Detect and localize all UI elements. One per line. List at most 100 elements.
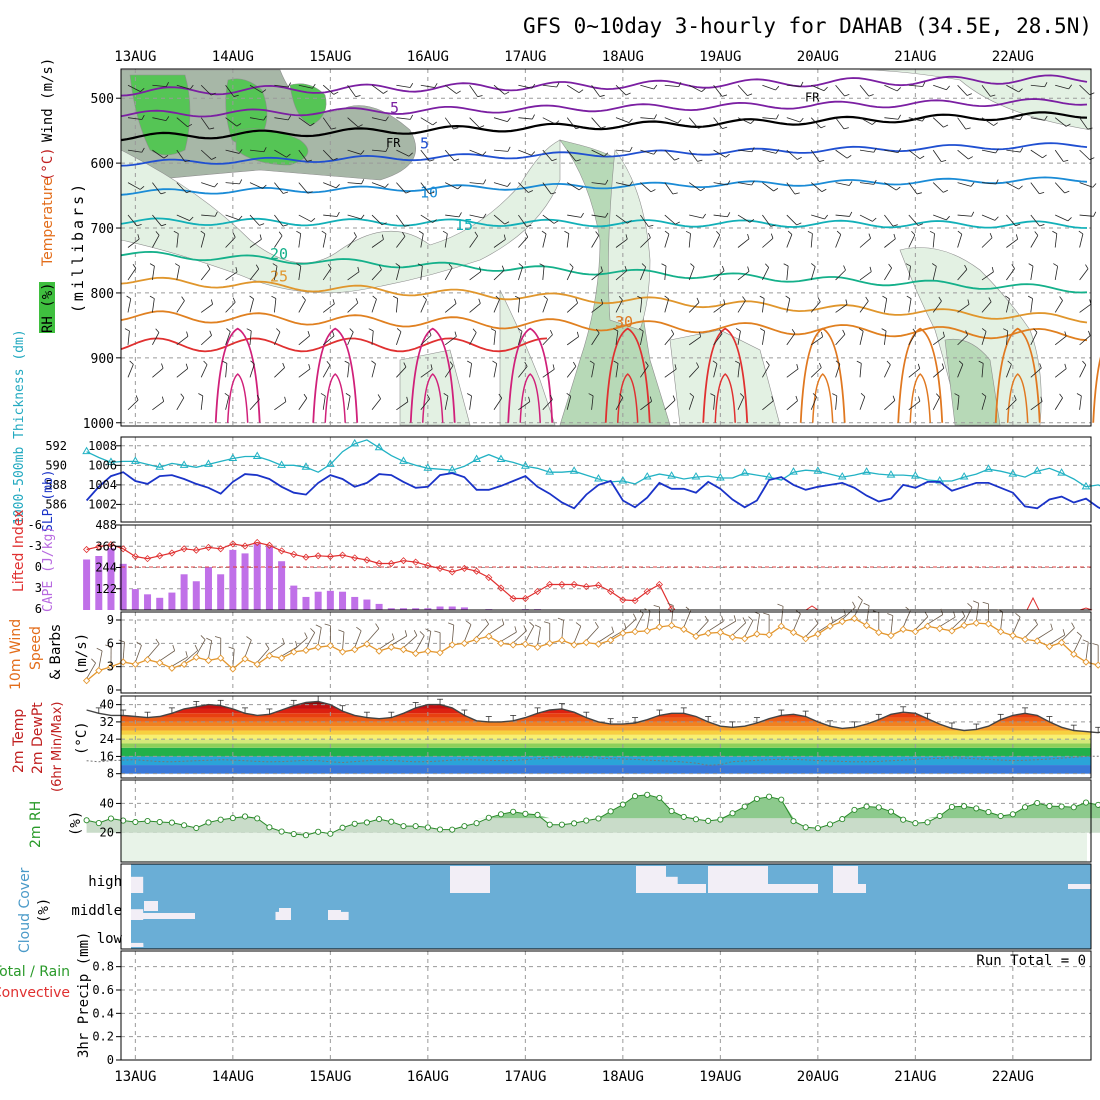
wind-barb [542, 117, 560, 125]
rh2m-marker [705, 817, 712, 824]
isotherm-loop [616, 373, 639, 423]
wind-barb-staff [1006, 364, 1012, 378]
wind-barb-10m [963, 602, 973, 624]
wind-barb-staff [249, 117, 264, 121]
wind-barb-staff [298, 182, 309, 194]
wind-speed-marker [302, 646, 310, 654]
rh2m-marker [851, 806, 858, 813]
wind-barb-flag [349, 328, 354, 333]
wind-barb-staff [762, 267, 770, 281]
wind-barb [274, 82, 292, 88]
wind-barb [906, 295, 912, 313]
wind-barb-staff [884, 182, 897, 191]
wind-barb-staff [371, 330, 374, 345]
wind-barb-flag [422, 295, 427, 300]
wind-barb-staff [884, 149, 899, 154]
wind-barb-flag [857, 596, 863, 601]
wind-barb-flag [664, 295, 669, 300]
wind-barb-staff [249, 84, 263, 93]
rh2m-marker [132, 818, 139, 826]
wind-barb-flag [1015, 223, 1021, 227]
wind-barb [443, 393, 449, 410]
pressure-tick-label: 900 [91, 352, 114, 367]
wind-barb [905, 263, 911, 281]
wind-barb-staff [1079, 117, 1088, 130]
rh2m-marker [839, 816, 846, 823]
rh2m-lower-band [121, 832, 1087, 862]
wind-barb-flag [845, 299, 848, 305]
cloud-clear-cell [131, 876, 144, 893]
wind-barb-flag [479, 125, 485, 128]
wind-barb-flag [842, 329, 846, 335]
wind-barb-staff [951, 616, 966, 630]
rh2m-marker [583, 817, 590, 824]
wind-barb-flag [272, 263, 278, 267]
wind-barb-staff [1079, 364, 1087, 378]
wind-barb-staff [933, 214, 947, 221]
wind-barb-staff [464, 624, 472, 642]
wind-barb [345, 393, 351, 410]
wind-barb [615, 295, 623, 313]
date-label-bottom: 13AUG [114, 1069, 156, 1085]
wind-barb-staff [762, 117, 777, 120]
wind-barb-staff [1054, 300, 1063, 313]
wind-barb-staff [615, 270, 627, 281]
cloud-label: Cloud Cover [17, 867, 33, 953]
wind-barb [420, 182, 435, 195]
wind-barb-staff [420, 299, 427, 313]
wind-barb [298, 393, 308, 411]
wind-barb-staff [615, 330, 619, 345]
wind-barb [615, 117, 633, 123]
wind-barb-staff [1000, 611, 1004, 630]
wind-speed-marker [521, 640, 529, 648]
wind-barb [762, 396, 774, 411]
wind-barb-staff [420, 149, 430, 162]
cloud-clear-cell [131, 909, 144, 920]
wind-barb-flag [943, 189, 948, 193]
wind-barb-flag [990, 94, 996, 97]
lifted-index-marker [412, 558, 420, 566]
wind-speed-marker [728, 633, 737, 641]
wind-barb-staff [566, 117, 577, 129]
wind-barb-staff [1006, 399, 1017, 411]
wind-barb-flag [534, 624, 541, 628]
wind-speed-marker [838, 617, 846, 626]
wind-barb-staff [713, 182, 728, 186]
wind-barb-flag [905, 263, 911, 267]
wind-barb [810, 331, 824, 346]
wind-barb-staff [591, 235, 600, 248]
wind-barb [368, 328, 374, 345]
wind-barb-staff [1030, 149, 1043, 159]
thickness-marker [106, 457, 116, 465]
wind-barb [395, 263, 401, 281]
lifted-index-markers [83, 538, 1093, 613]
wind-barb-staff [810, 233, 813, 248]
wind-barb-staff [859, 117, 873, 125]
wind-barb-staff [615, 238, 628, 248]
wind-barb [149, 263, 155, 281]
wind-barb [737, 296, 746, 313]
wind-barb-staff [493, 397, 503, 410]
wind-barb [344, 360, 350, 378]
wind-barb [859, 214, 877, 222]
wind-barb-staff [1006, 84, 1019, 93]
wind-barb-10m [228, 646, 235, 668]
wind-barb-flag [501, 618, 505, 625]
wind-barb-staff [1030, 367, 1042, 378]
wind-barb-flag [209, 127, 215, 130]
wind-barb-flag [302, 296, 306, 301]
wind-barb-flag [528, 190, 534, 193]
wind-barb-staff [127, 399, 139, 411]
wind-barb-staff [762, 298, 765, 313]
wind-barb-staff [396, 331, 402, 345]
wind-barb-flag [1050, 623, 1053, 630]
wind-barb-flag [722, 265, 725, 271]
lifted-index-marker [326, 552, 334, 561]
lifted-index-marker [95, 543, 103, 551]
wind-barb-staff [347, 331, 354, 346]
isotherm-loop [994, 327, 1041, 423]
wind-barb [664, 295, 670, 313]
cape-bars [83, 543, 542, 610]
